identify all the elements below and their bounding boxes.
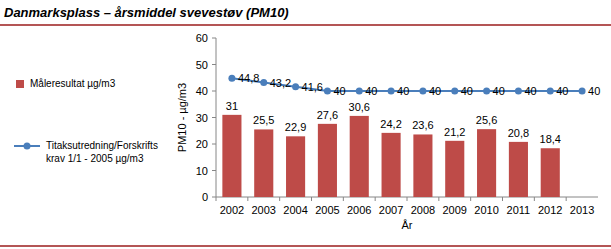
footer-rule <box>0 245 611 247</box>
line-marker <box>228 75 235 82</box>
y-axis-title: PM10 - µg/m3 <box>176 83 188 152</box>
x-tick-label: 2012 <box>538 204 562 216</box>
line-marker <box>292 83 299 90</box>
bar <box>445 141 464 197</box>
bar-label: 31 <box>226 100 238 112</box>
y-tick-label: 30 <box>196 112 208 124</box>
x-tick-label: 2008 <box>411 204 435 216</box>
line-label: 41,6 <box>302 81 323 93</box>
line-label: 40 <box>461 85 473 97</box>
x-tick <box>470 197 471 201</box>
line-marker <box>547 88 554 95</box>
line-marker <box>515 88 522 95</box>
line-marker <box>324 88 331 95</box>
line-marker <box>579 88 586 95</box>
y-tick <box>212 91 216 92</box>
bar-label: 20,8 <box>508 127 529 139</box>
x-axis-title: År <box>402 219 413 231</box>
x-tick-label: 2002 <box>220 204 244 216</box>
x-tick-label: 2006 <box>347 204 371 216</box>
bar-label: 21,2 <box>444 126 465 138</box>
x-tick <box>311 197 312 201</box>
bar <box>286 136 305 197</box>
y-tick-label: 40 <box>196 85 208 97</box>
x-tick <box>216 197 217 201</box>
bar <box>477 129 496 197</box>
line-label: 43,2 <box>270 77 291 89</box>
x-tick <box>407 197 408 201</box>
line-marker <box>419 88 426 95</box>
bar-label: 23,6 <box>412 119 433 131</box>
plot-data <box>222 75 585 197</box>
legend-label: Måleresultat µg/m3 <box>30 77 170 90</box>
y-tick <box>212 170 216 171</box>
x-tick-label: 2004 <box>283 204 307 216</box>
data-labels: 31 25,5 22,9 27,6 30,6 24,2 23,6 21,2 25,6 20,8 18… <box>226 72 601 145</box>
line-label: 44,8 <box>238 72 259 84</box>
bar <box>222 115 241 197</box>
x-tick-label: 2010 <box>474 204 498 216</box>
line-marker <box>388 88 395 95</box>
line-label: 40 <box>365 85 377 97</box>
title: Danmarksplass – årsmiddel svevestøv (PM1… <box>4 5 289 20</box>
x-tick-label: 2003 <box>252 204 276 216</box>
x-tick <box>343 197 344 201</box>
line-label: 40 <box>524 85 536 97</box>
legend-label: Titaksutredning/Forskrifts krav 1/1 - 20… <box>46 139 174 165</box>
bar-label: 30,6 <box>349 101 370 113</box>
x-tick <box>438 197 439 201</box>
bar <box>509 142 528 197</box>
bar <box>382 133 401 197</box>
y-tick-label: 60 <box>196 32 208 44</box>
legend-marker <box>24 143 31 150</box>
x-tick <box>247 197 248 201</box>
bar <box>541 148 560 197</box>
y-tick-label: 20 <box>196 138 208 150</box>
bar <box>254 129 273 197</box>
line-label: 40 <box>397 85 409 97</box>
bar-label: 24,2 <box>380 118 401 130</box>
line-marker <box>451 88 458 95</box>
header-rule <box>0 24 611 26</box>
y-tick <box>212 197 216 198</box>
y-tick-label: 0 <box>202 191 208 203</box>
y-tick <box>212 64 216 65</box>
x-tick <box>566 197 567 201</box>
x-tick-label: 2007 <box>379 204 403 216</box>
line-label: 40 <box>588 85 600 97</box>
line-marker <box>483 88 490 95</box>
x-tick <box>502 197 503 201</box>
x-tick-label: 2005 <box>315 204 339 216</box>
legend-swatch <box>16 80 24 88</box>
y-axis <box>216 38 217 197</box>
x-tick <box>534 197 535 201</box>
line-label: 40 <box>429 85 441 97</box>
chart-svg: Danmarksplass – årsmiddel svevestøv (PM1… <box>0 0 611 249</box>
chart-root: Danmarksplass – årsmiddel svevestøv (PM1… <box>0 0 611 249</box>
x-tick-label: 2009 <box>443 204 467 216</box>
bar <box>350 116 369 197</box>
x-tick-label: 2011 <box>507 204 531 216</box>
bar-label: 27,6 <box>317 109 338 121</box>
line-label: 40 <box>556 85 568 97</box>
y-tick-label: 10 <box>196 165 208 177</box>
y-tick-label: 50 <box>196 59 208 71</box>
x-tick <box>375 197 376 201</box>
x-tick-label: 2013 <box>570 204 594 216</box>
line-label: 40 <box>493 85 505 97</box>
y-tick <box>212 117 216 118</box>
line-marker <box>260 79 267 86</box>
y-tick <box>212 38 216 39</box>
bar-label: 25,5 <box>253 114 274 126</box>
bar <box>318 124 337 197</box>
y-tick <box>212 144 216 145</box>
bar-label: 25,6 <box>476 114 497 126</box>
x-tick <box>279 197 280 201</box>
line-label: 40 <box>333 85 345 97</box>
bar-label: 18,4 <box>540 133 561 145</box>
line-marker <box>356 88 363 95</box>
bar-label: 22,9 <box>285 121 306 133</box>
bar <box>413 134 432 197</box>
